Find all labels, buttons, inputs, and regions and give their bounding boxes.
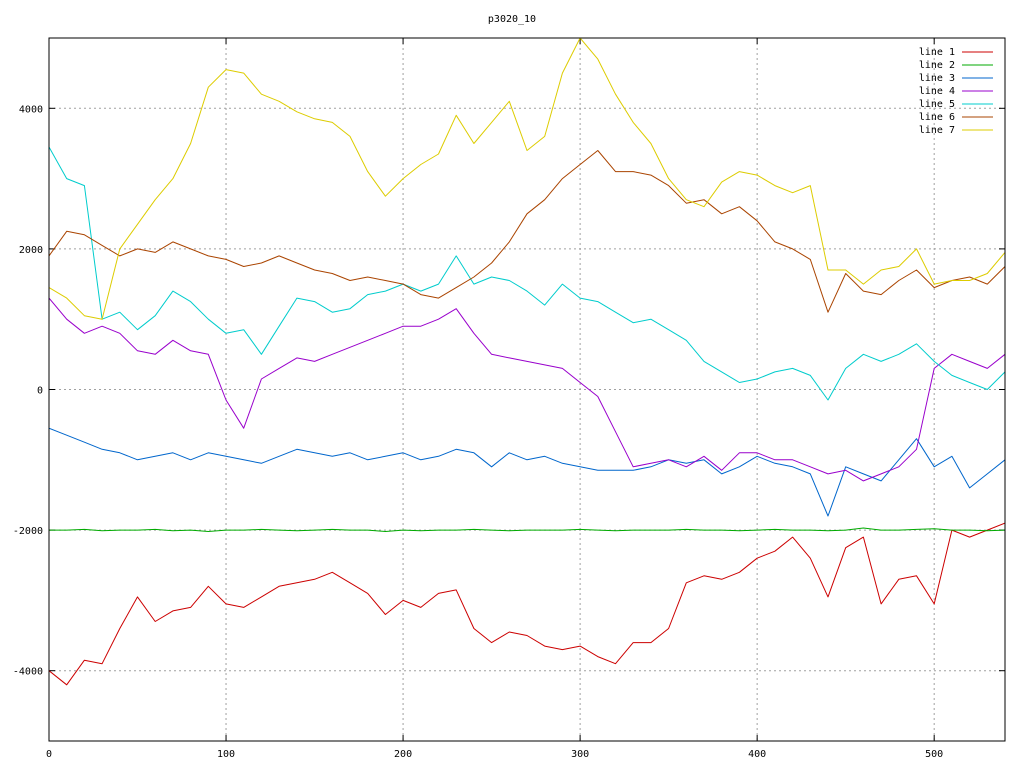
legend-label: line 6 [919, 112, 955, 123]
y-tick-label: 0 [37, 386, 43, 397]
series-line-4 [49, 297, 1005, 482]
y-tick-label: -4000 [13, 667, 43, 678]
x-tick-label: 100 [217, 749, 235, 760]
x-tick-label: 300 [571, 749, 589, 760]
legend-label: line 5 [919, 99, 955, 110]
plot-frame [48, 37, 1006, 742]
y-tick-label: -2000 [13, 526, 43, 537]
series-line-2 [49, 527, 1005, 532]
x-tick-label: 200 [394, 749, 412, 760]
series-line-1 [49, 522, 1005, 686]
legend-label: line 7 [919, 125, 955, 136]
series-line-7 [49, 38, 1005, 320]
legend-label: line 3 [919, 73, 955, 84]
legend-label: line 1 [919, 47, 955, 58]
series-lines [49, 38, 1005, 686]
legend-label: line 2 [919, 60, 955, 71]
series-line-5 [49, 146, 1005, 401]
y-tick-label: 4000 [19, 104, 43, 115]
y-tick-label: 2000 [19, 245, 43, 256]
x-tick-label: 400 [748, 749, 766, 760]
chart-title: p3020_10 [488, 14, 536, 25]
series-line-3 [49, 427, 1005, 517]
legend: line 1 line 2 line 3 line 4 line 5 line 6 line… [919, 47, 993, 136]
x-tick-label: 0 [46, 749, 52, 760]
series-line-6 [49, 150, 1005, 313]
x-tick-label: 500 [925, 749, 943, 760]
legend-label: line 4 [919, 86, 955, 97]
